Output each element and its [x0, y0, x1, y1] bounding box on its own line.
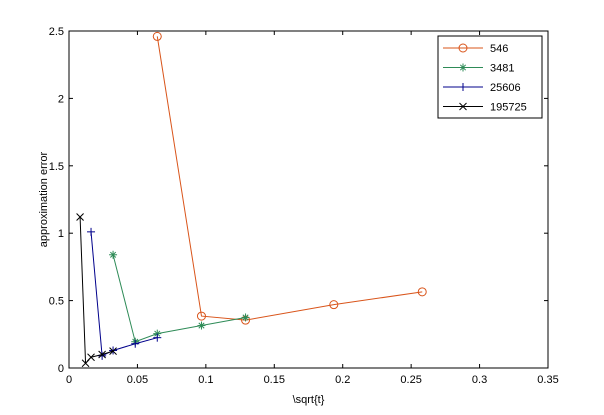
series-layer [76, 31, 427, 368]
data-point [153, 333, 162, 342]
data-point [241, 313, 250, 322]
x-tick-label: 0 [66, 374, 72, 386]
data-point [87, 227, 96, 236]
x-tick-label: 0.2 [335, 374, 350, 386]
y-tick-label: 1 [58, 228, 64, 240]
y-tick-label: 2.5 [49, 26, 64, 38]
data-point [197, 321, 206, 330]
legend-item: 3481 [443, 63, 514, 75]
legend-item: 195725 [443, 102, 527, 114]
x-axis-label: \sqrt{t} [293, 394, 325, 406]
x-tick-label: 0.35 [537, 374, 558, 386]
data-point [98, 351, 107, 360]
x-tick-label: 0.3 [472, 374, 487, 386]
axis-layer: 0 0.05 0.1 0.15 0.2 0.25 0.3 0.35 0 0.5 1 1.5 2 2.5 [49, 26, 559, 386]
x-tick-label: 0.05 [127, 374, 148, 386]
legend-marker [459, 63, 467, 72]
data-point [196, 311, 206, 321]
data-point [76, 213, 84, 221]
data-point [417, 287, 427, 297]
y-tick-label: 1.5 [49, 161, 64, 173]
legend: 546 3481 25606 195725 [437, 35, 543, 119]
series-195725 [76, 213, 117, 368]
legend-item: 25606 [443, 82, 521, 94]
legend-marker [458, 43, 468, 53]
legend-label: 546 [490, 43, 508, 55]
x-tick-label: 0.15 [264, 374, 285, 386]
legend-marker [459, 83, 467, 91]
x-tick-label: 0.1 [198, 374, 213, 386]
data-point [109, 250, 118, 259]
y-tick-label: 0 [58, 363, 64, 375]
data-point [152, 31, 162, 41]
data-point [131, 339, 140, 348]
data-point [109, 347, 117, 356]
legend-label: 3481 [490, 63, 514, 75]
legend-marker [459, 102, 467, 111]
legend-box [437, 35, 543, 119]
y-tick-label: 2 [58, 93, 64, 105]
data-point [98, 350, 106, 359]
x-tick-label: 0.25 [400, 374, 421, 386]
y-axis-label: approximation error [38, 151, 50, 247]
legend-label: 25606 [490, 82, 521, 94]
data-point [329, 300, 339, 310]
data-point [87, 353, 95, 362]
y-tick-label: 0.5 [49, 296, 64, 308]
legend-item: 546 [443, 43, 508, 55]
legend-label: 195725 [490, 102, 527, 114]
